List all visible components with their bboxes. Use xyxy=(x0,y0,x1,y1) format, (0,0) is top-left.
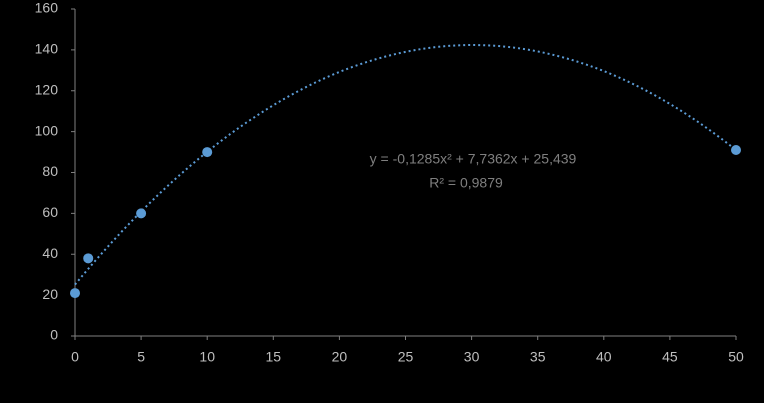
data-point xyxy=(202,147,213,158)
x-tick-label: 50 xyxy=(728,349,744,365)
x-tick-label: 35 xyxy=(530,349,546,365)
x-tick-label: 5 xyxy=(137,349,145,365)
x-tick-label: 0 xyxy=(71,349,79,365)
y-tick-label: 160 xyxy=(35,0,59,16)
data-point xyxy=(731,145,741,156)
y-tick-label: 80 xyxy=(42,163,58,179)
data-point xyxy=(70,288,80,299)
data-point xyxy=(83,253,94,264)
y-tick-label: 120 xyxy=(35,81,59,97)
x-tick-label: 40 xyxy=(596,349,612,365)
y-tick-label: 20 xyxy=(42,286,58,302)
y-tick-label: 60 xyxy=(42,204,58,220)
y-tick-label: 40 xyxy=(42,245,58,261)
y-tick-label: 0 xyxy=(50,327,58,343)
trendline xyxy=(74,44,737,286)
y-tick-label: 140 xyxy=(35,41,59,57)
x-tick-label: 30 xyxy=(464,349,480,365)
data-point xyxy=(136,208,147,219)
trendline-equation: y = -0,1285x² + 7,7362x + 25,439 xyxy=(370,151,577,167)
y-tick-label: 100 xyxy=(35,122,59,138)
x-tick-label: 20 xyxy=(332,349,348,365)
x-tick-label: 10 xyxy=(199,349,215,365)
x-tick-label: 25 xyxy=(398,349,414,365)
x-tick-label: 15 xyxy=(266,349,282,365)
r-squared: R² = 0,9879 xyxy=(429,175,503,191)
x-tick-label: 45 xyxy=(662,349,678,365)
